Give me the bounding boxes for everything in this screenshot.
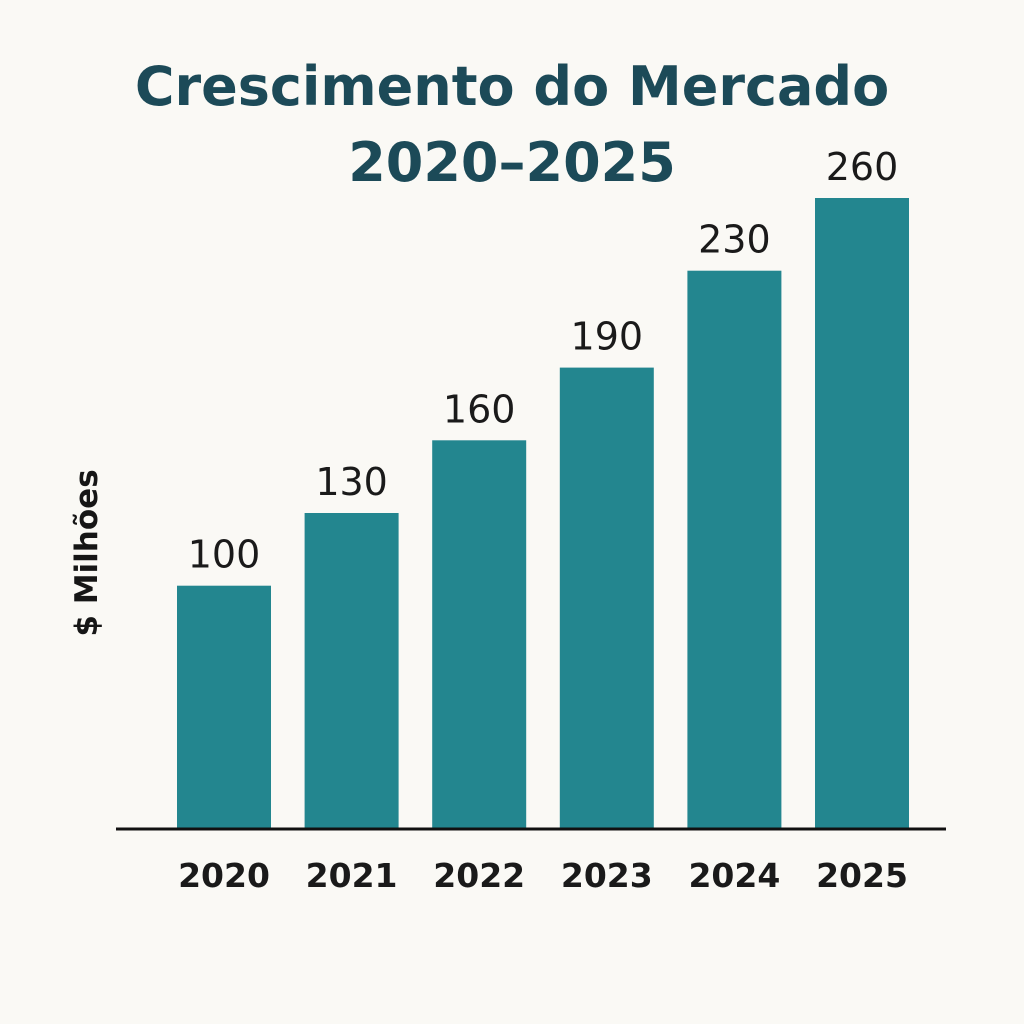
x-tick-label-2025: 2025 — [816, 856, 908, 895]
chart-title: Crescimento do Mercado — [134, 55, 890, 118]
data-label-2023: 190 — [571, 315, 644, 359]
bar-2024 — [687, 270, 782, 828]
bar-2025 — [815, 198, 909, 828]
value-labels-group: 100 130 160 190 230 260 — [188, 145, 899, 577]
bar-2020 — [177, 585, 271, 828]
bar-2023 — [559, 367, 654, 828]
x-tick-label-2023: 2023 — [561, 856, 653, 895]
bar-2022 — [432, 440, 527, 828]
x-tick-label-2021: 2021 — [306, 856, 398, 895]
data-label-2025: 260 — [826, 145, 899, 189]
data-label-2020: 100 — [188, 533, 261, 577]
bars-group — [177, 198, 909, 828]
x-tick-label-2020: 2020 — [178, 856, 270, 895]
x-tick-label-2022: 2022 — [433, 856, 525, 895]
bar-2021 — [304, 513, 399, 828]
data-label-2022: 160 — [443, 387, 516, 431]
x-tick-labels-group: 2020 2021 2022 2023 2024 2025 — [178, 856, 908, 895]
data-label-2021: 130 — [315, 460, 388, 504]
data-label-2024: 230 — [698, 218, 771, 262]
chart-subtitle: 2020–2025 — [348, 131, 676, 194]
x-tick-label-2024: 2024 — [688, 856, 780, 895]
